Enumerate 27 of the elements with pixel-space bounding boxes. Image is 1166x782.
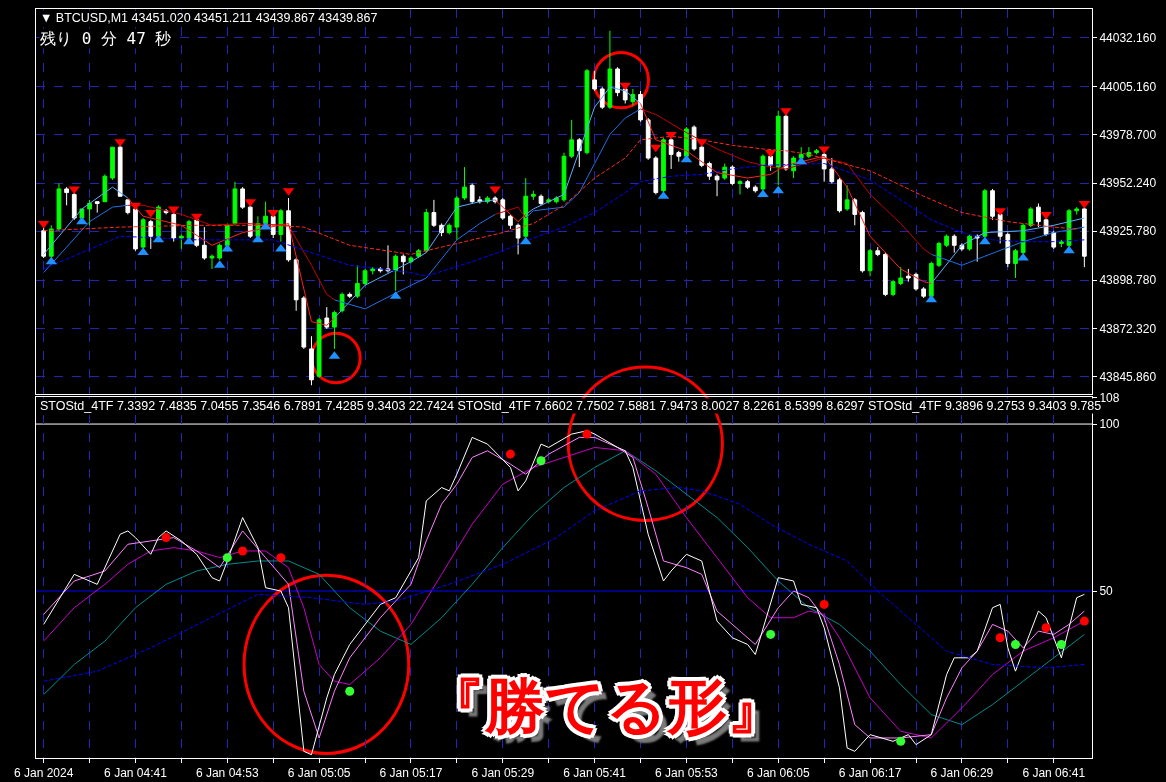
y-tick-label: 43952.240 [1099, 176, 1157, 191]
y-tick-label: 43925.780 [1099, 224, 1157, 239]
x-tick-label: 6 Jan 06:05 [746, 766, 810, 781]
x-tick-label: 6 Jan 06:17 [838, 766, 902, 781]
y-tick-label: 43845.860 [1099, 369, 1157, 384]
chart-title: ▼ BTCUSD,M1 43451.020 43451.211 43439.867 43439.867 [40, 11, 378, 25]
y-tick-label: 100 [1099, 417, 1120, 432]
y-tick-label: 50 [1099, 584, 1114, 599]
y-tick-label: 44005.160 [1099, 80, 1157, 95]
x-tick-label: 6 Jan 05:53 [655, 766, 719, 781]
y-tick-label: 44032.160 [1099, 30, 1157, 45]
y-tick-label: 108 [1099, 390, 1120, 405]
y-tick-label: 43898.780 [1099, 273, 1157, 288]
x-tick-label: 6 Jan 06:41 [1022, 766, 1086, 781]
x-tick-label: 6 Jan 04:53 [195, 766, 259, 781]
x-tick-label: 6 Jan 05:41 [563, 766, 627, 781]
annotation: 『勝てる形』 [425, 671, 787, 741]
x-tick-label: 6 Jan 06:29 [930, 766, 994, 781]
chart-title: STOStd_4TF 7.3392 7.4835 7.0455 7.3546 6.7891 7.4285 9.3403 22.7424 STOStd_4TF 7.6602 7.7502 7.5881 7.9473 8.0027 8.2261 8.5399 8.6297 STOStd_4TF 9.3896 9.2753 9.3403 9.785 [40, 399, 1102, 413]
x-tick-label: 6 Jan 04:41 [104, 766, 168, 781]
x-tick-label: 6 Jan 2024 [13, 766, 74, 781]
x-tick-label: 6 Jan 05:05 [287, 766, 351, 781]
x-tick-label: 6 Jan 05:17 [379, 766, 443, 781]
y-tick-label: 43978.700 [1099, 128, 1157, 143]
y-tick-label: 43872.320 [1099, 321, 1157, 336]
x-tick-label: 6 Jan 05:29 [471, 766, 535, 781]
text: 残り 0 分 47 秒 [40, 29, 172, 48]
